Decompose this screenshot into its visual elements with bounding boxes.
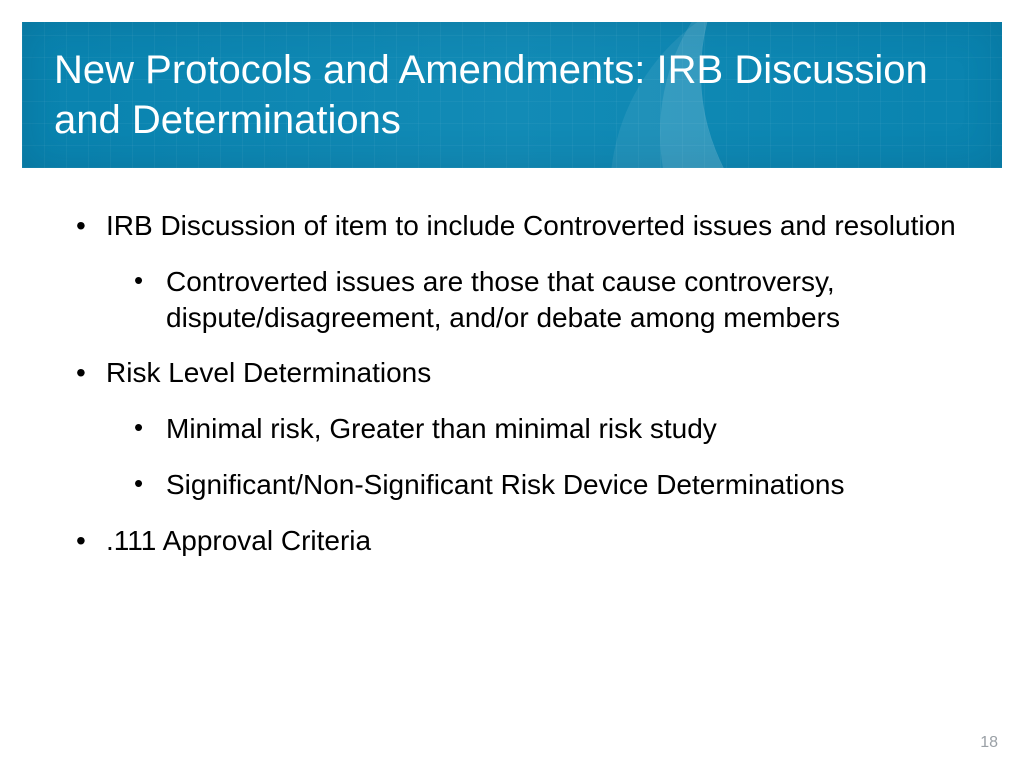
bullet-text: Significant/Non-Significant Risk Device … <box>166 469 845 500</box>
list-item: Significant/Non-Significant Risk Device … <box>124 467 980 503</box>
bullet-text: Risk Level Determinations <box>106 357 431 388</box>
bullet-text: Minimal risk, Greater than minimal risk … <box>166 413 717 444</box>
bullet-text: .111 Approval Criteria <box>106 525 371 556</box>
slide-title: New Protocols and Amendments: IRB Discus… <box>54 45 970 145</box>
list-item: IRB Discussion of item to include Contro… <box>70 208 980 335</box>
page-number: 18 <box>980 734 998 752</box>
bullet-sublist: Controverted issues are those that cause… <box>106 264 980 336</box>
list-item: .111 Approval Criteria <box>70 523 980 559</box>
list-item: Risk Level Determinations Minimal risk, … <box>70 355 980 502</box>
bullet-text: Controverted issues are those that cause… <box>166 266 840 333</box>
bullet-text: IRB Discussion of item to include Contro… <box>106 210 956 241</box>
bullet-sublist: Minimal risk, Greater than minimal risk … <box>106 411 980 503</box>
list-item: Minimal risk, Greater than minimal risk … <box>124 411 980 447</box>
list-item: Controverted issues are those that cause… <box>124 264 980 336</box>
title-bar: New Protocols and Amendments: IRB Discus… <box>22 22 1002 168</box>
slide-body: IRB Discussion of item to include Contro… <box>70 208 980 579</box>
bullet-list: IRB Discussion of item to include Contro… <box>70 208 980 559</box>
